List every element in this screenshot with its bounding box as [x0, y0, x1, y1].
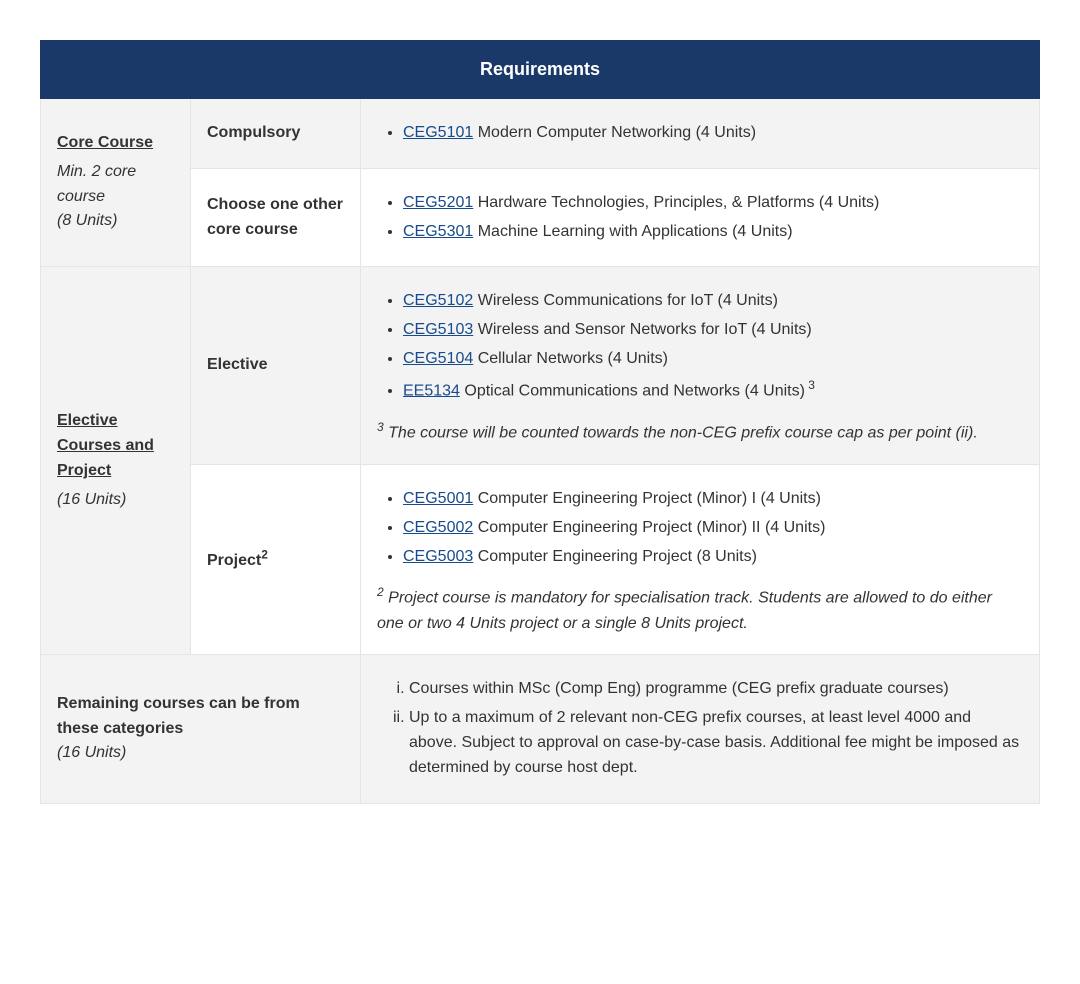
- course-list: CEG5101 Modern Computer Networking (4 Un…: [385, 121, 1023, 146]
- courses-choose-one: CEG5201 Hardware Technologies, Principle…: [361, 168, 1040, 267]
- requirements-table: Requirements Core Course Min. 2 core cou…: [40, 40, 1040, 804]
- category-title: Elective Courses and Project: [57, 409, 174, 483]
- course-link[interactable]: CEG5104: [403, 350, 473, 367]
- courses-project: CEG5001 Computer Engineering Project (Mi…: [361, 465, 1040, 655]
- course-list: CEG5001 Computer Engineering Project (Mi…: [385, 487, 1023, 569]
- course-link[interactable]: CEG5001: [403, 490, 473, 507]
- list-item: Up to a maximum of 2 relevant non-CEG pr…: [409, 706, 1023, 780]
- category-remaining: Remaining courses can be from these cate…: [41, 655, 361, 803]
- footnote: 3 The course will be counted towards the…: [377, 418, 1023, 446]
- category-title: Core Course: [57, 131, 174, 156]
- subhead-compulsory: Compulsory: [191, 99, 361, 169]
- category-units: (16 Units): [57, 488, 174, 513]
- course-item: EE5134 Optical Communications and Networ…: [403, 376, 1023, 404]
- subhead-choose-one: Choose one other core course: [191, 168, 361, 267]
- course-item: CEG5002 Computer Engineering Project (Mi…: [403, 516, 1023, 541]
- course-item: CEG5102 Wireless Communications for IoT …: [403, 289, 1023, 314]
- footnote: 2 Project course is mandatory for specia…: [377, 583, 1023, 636]
- list-item: Courses within MSc (Comp Eng) programme …: [409, 677, 1023, 702]
- category-subtitle: Min. 2 core course: [57, 160, 174, 210]
- course-link[interactable]: CEG5002: [403, 519, 473, 536]
- category-elective-project: Elective Courses and Project (16 Units): [41, 267, 191, 655]
- remaining-units: (16 Units): [57, 741, 344, 766]
- course-item: CEG5301 Machine Learning with Applicatio…: [403, 220, 1023, 245]
- remaining-items: Courses within MSc (Comp Eng) programme …: [361, 655, 1040, 803]
- courses-elective: CEG5102 Wireless Communications for IoT …: [361, 267, 1040, 465]
- course-item: CEG5201 Hardware Technologies, Principle…: [403, 191, 1023, 216]
- course-item: CEG5003 Computer Engineering Project (8 …: [403, 545, 1023, 570]
- remaining-title: Remaining courses can be from these cate…: [57, 692, 344, 742]
- course-item: CEG5104 Cellular Networks (4 Units): [403, 347, 1023, 372]
- category-units: (8 Units): [57, 209, 174, 234]
- course-link[interactable]: CEG5103: [403, 321, 473, 338]
- subhead-elective: Elective: [191, 267, 361, 465]
- subhead-project: Project2: [191, 465, 361, 655]
- remaining-list: Courses within MSc (Comp Eng) programme …: [385, 677, 1023, 780]
- course-link[interactable]: CEG5101: [403, 124, 473, 141]
- course-list: CEG5102 Wireless Communications for IoT …: [385, 289, 1023, 404]
- category-core-course: Core Course Min. 2 core course (8 Units): [41, 99, 191, 267]
- courses-compulsory: CEG5101 Modern Computer Networking (4 Un…: [361, 99, 1040, 169]
- course-link[interactable]: CEG5102: [403, 292, 473, 309]
- course-link[interactable]: CEG5201: [403, 194, 473, 211]
- course-list: CEG5201 Hardware Technologies, Principle…: [385, 191, 1023, 245]
- course-link[interactable]: CEG5003: [403, 548, 473, 565]
- course-link[interactable]: CEG5301: [403, 223, 473, 240]
- table-header: Requirements: [41, 41, 1040, 99]
- course-item: CEG5103 Wireless and Sensor Networks for…: [403, 318, 1023, 343]
- course-item: CEG5001 Computer Engineering Project (Mi…: [403, 487, 1023, 512]
- course-item: CEG5101 Modern Computer Networking (4 Un…: [403, 121, 1023, 146]
- course-link[interactable]: EE5134: [403, 382, 460, 399]
